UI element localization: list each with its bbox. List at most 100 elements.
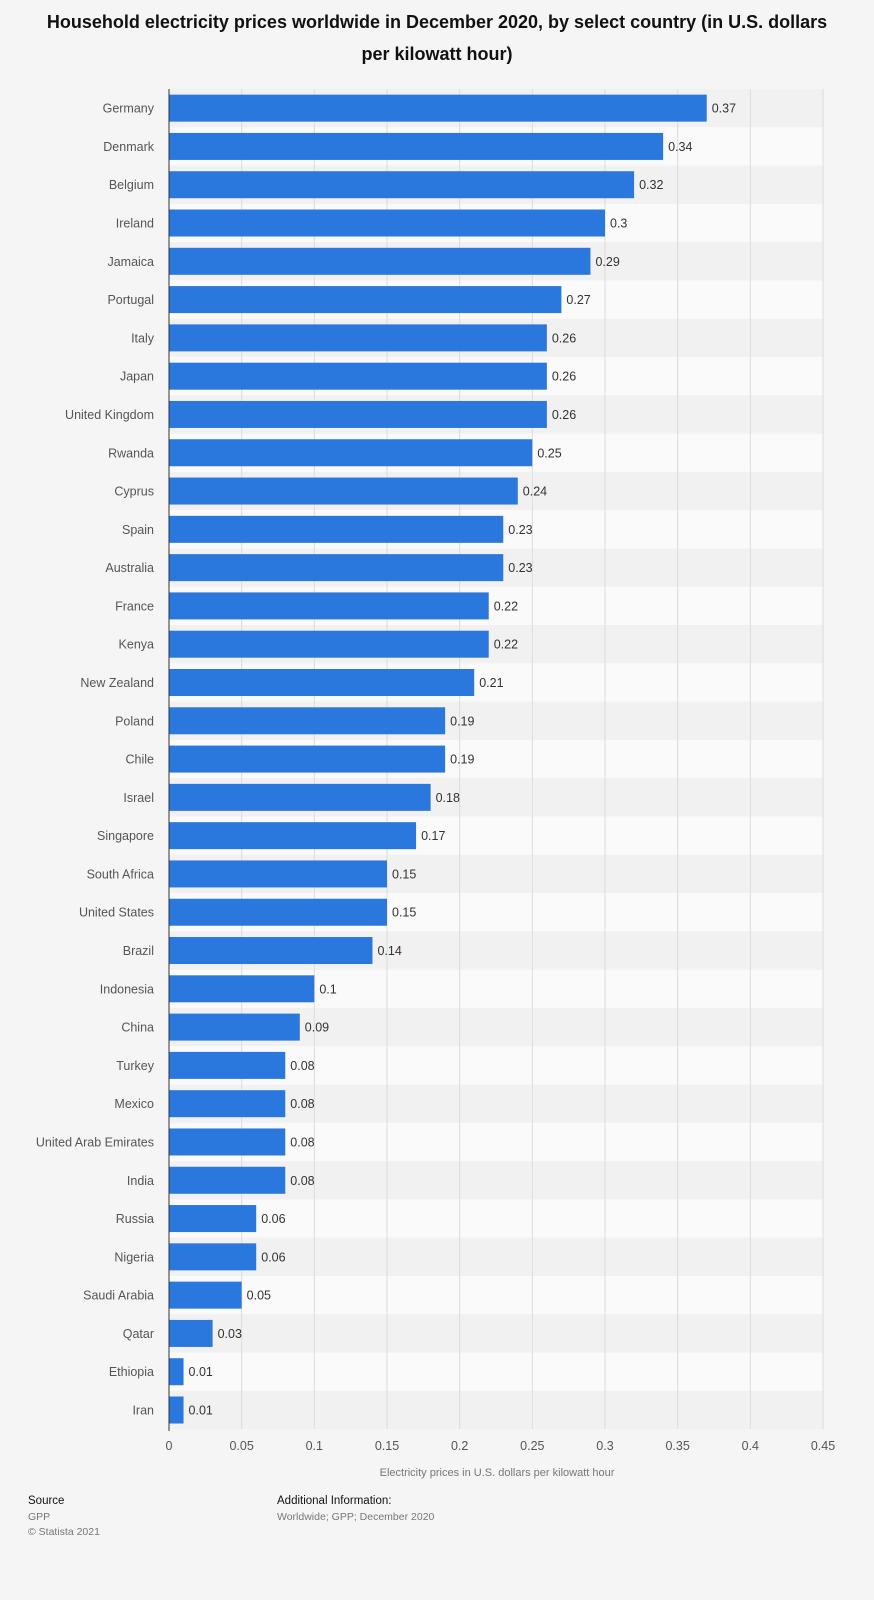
category-label: Saudi Arabia xyxy=(83,1289,154,1303)
category-label: China xyxy=(121,1021,154,1035)
category-label: Nigeria xyxy=(114,1250,154,1264)
category-label: United Kingdom xyxy=(65,408,154,422)
bar xyxy=(169,1243,257,1271)
x-tick-label: 0.05 xyxy=(229,1439,253,1453)
x-tick-label: 0.25 xyxy=(520,1439,544,1453)
category-label: South Africa xyxy=(87,867,154,881)
category-label: Ethiopia xyxy=(109,1365,154,1379)
bar xyxy=(169,1128,286,1156)
bar xyxy=(169,1013,300,1041)
bar xyxy=(169,1051,286,1079)
bar xyxy=(169,1166,286,1194)
category-label: Belgium xyxy=(109,178,154,192)
category-label: Australia xyxy=(105,561,154,575)
data-label: 0.27 xyxy=(566,293,590,307)
bars xyxy=(169,94,707,1424)
category-label: Chile xyxy=(126,753,155,767)
bar xyxy=(169,898,387,926)
bar xyxy=(169,592,489,620)
data-label: 0.14 xyxy=(377,944,401,958)
category-label: Kenya xyxy=(119,638,154,652)
category-label: Jamaica xyxy=(107,255,154,269)
category-label: United Arab Emirates xyxy=(36,1135,154,1149)
category-label: Rwanda xyxy=(108,446,154,460)
data-label: 0.08 xyxy=(290,1135,314,1149)
chart-title: Household electricity prices worldwide i… xyxy=(46,12,828,64)
category-label: Israel xyxy=(123,791,154,805)
bar xyxy=(169,1358,184,1386)
x-tick-label: 0.2 xyxy=(451,1439,468,1453)
bar xyxy=(169,94,707,122)
data-label: 0.21 xyxy=(479,676,503,690)
x-tick-label: 0.1 xyxy=(306,1439,323,1453)
x-axis-ticks: 0 0.05 0.1 0.15 0.2 0.25 0.3 0.35 0.4 0.45 xyxy=(166,1439,836,1453)
row-band xyxy=(169,1352,823,1391)
category-label: Indonesia xyxy=(100,982,154,996)
category-label: Japan xyxy=(120,370,154,384)
data-label: 0.08 xyxy=(290,1174,314,1188)
bar xyxy=(169,1205,257,1233)
bar xyxy=(169,362,547,390)
bar xyxy=(169,937,373,965)
data-labels: 0.37 0.34 0.32 0.3 0.29 0.27 0.26 0.26 0.26 0.25 0… xyxy=(189,102,737,1418)
category-label: Poland xyxy=(115,714,154,728)
data-label: 0.01 xyxy=(189,1365,213,1379)
data-label: 0.08 xyxy=(290,1097,314,1111)
bar xyxy=(169,132,664,160)
data-label: 0.25 xyxy=(537,446,561,460)
bar xyxy=(169,1281,242,1309)
data-label: 0.29 xyxy=(595,255,619,269)
data-label: 0.32 xyxy=(639,178,663,192)
data-label: 0.08 xyxy=(290,1059,314,1073)
bar xyxy=(169,860,387,888)
category-label: Cyprus xyxy=(114,485,154,499)
data-label: 0.17 xyxy=(421,829,445,843)
bar xyxy=(169,400,547,428)
category-label: Iran xyxy=(132,1404,154,1418)
bar xyxy=(169,554,504,582)
data-label: 0.26 xyxy=(552,408,576,422)
row-band xyxy=(169,1237,823,1276)
data-label: 0.15 xyxy=(392,906,416,920)
bar xyxy=(169,286,562,314)
data-label: 0.26 xyxy=(552,331,576,345)
category-label: Qatar xyxy=(123,1327,154,1341)
data-label: 0.22 xyxy=(494,638,518,652)
category-label: Portugal xyxy=(107,293,154,307)
data-label: 0.06 xyxy=(261,1250,285,1264)
bar xyxy=(169,247,591,275)
data-label: 0.23 xyxy=(508,523,532,537)
x-tick-label: 0.45 xyxy=(811,1439,835,1453)
category-label: Germany xyxy=(103,102,155,116)
category-label: Spain xyxy=(122,523,154,537)
data-label: 0.19 xyxy=(450,753,474,767)
category-label: United States xyxy=(79,906,154,920)
bar xyxy=(169,668,475,696)
bar xyxy=(169,209,605,237)
bar xyxy=(169,975,315,1003)
data-label: 0.09 xyxy=(305,1021,329,1035)
x-tick-label: 0.3 xyxy=(596,1439,613,1453)
data-label: 0.22 xyxy=(494,599,518,613)
category-label: Brazil xyxy=(123,944,154,958)
category-label: Russia xyxy=(116,1212,154,1226)
bar xyxy=(169,477,518,505)
data-label: 0.26 xyxy=(552,370,576,384)
category-label: Turkey xyxy=(116,1059,154,1073)
row-band xyxy=(169,1314,823,1353)
row-band xyxy=(169,1199,823,1238)
bar xyxy=(169,707,446,735)
data-label: 0.01 xyxy=(189,1404,213,1418)
x-tick-label: 0.15 xyxy=(375,1439,399,1453)
additional-info-text: Worldwide; GPP; December 2020 xyxy=(277,1511,435,1523)
category-label: Singapore xyxy=(97,829,154,843)
category-label: Mexico xyxy=(114,1097,154,1111)
data-label: 0.23 xyxy=(508,561,532,575)
source-name: GPP xyxy=(28,1511,51,1523)
category-label: New Zealand xyxy=(80,676,154,690)
category-label: Italy xyxy=(131,331,155,345)
category-labels: Germany Denmark Belgium Ireland Jamaica Portu… xyxy=(36,102,155,1418)
copyright: © Statista 2021 xyxy=(28,1526,100,1538)
data-label: 0.05 xyxy=(247,1289,271,1303)
row-band xyxy=(169,1275,823,1315)
